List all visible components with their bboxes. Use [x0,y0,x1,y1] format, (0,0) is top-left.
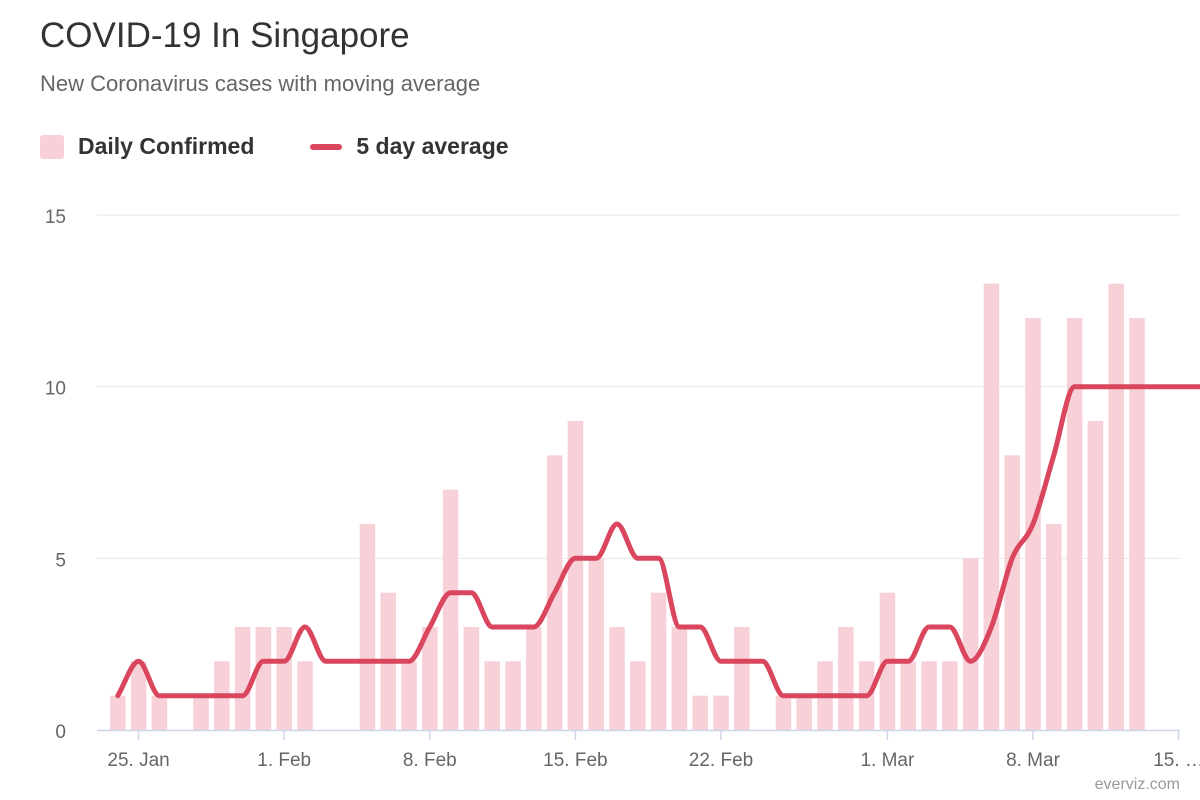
bar-daily-confirmed[interactable] [297,661,313,730]
x-tick-label: 15. Feb [543,750,607,771]
bar-daily-confirmed[interactable] [734,627,750,730]
legend-label-5-day-average: 5 day average [356,133,509,159]
bar-daily-confirmed[interactable] [463,627,480,730]
x-tick-label: 22. Feb [689,750,753,771]
legend: Daily Confirmed 5 day average [40,133,565,160]
bar-daily-confirmed[interactable] [193,695,209,730]
bar-daily-confirmed[interactable] [442,489,459,730]
y-tick-label: 15 [45,207,66,228]
bar-daily-confirmed[interactable] [151,695,168,730]
bar-daily-confirmed[interactable] [505,661,521,730]
x-tick-label: 8. Feb [403,750,457,771]
bar-daily-confirmed[interactable] [692,695,708,730]
bar-daily-confirmed[interactable] [650,592,667,730]
y-tick-label: 10 [45,379,66,400]
x-tick-label: 1. Mar [860,750,915,771]
x-tick-label: 8. Mar [1006,750,1061,771]
bar-daily-confirmed[interactable] [1046,524,1062,730]
legend-swatch-line [310,143,343,150]
bar-daily-confirmed[interactable] [526,627,542,730]
legend-label-daily-confirmed: Daily Confirmed [78,133,255,159]
legend-swatch-bar [40,134,64,159]
bar-daily-confirmed[interactable] [484,661,500,730]
bar-daily-confirmed[interactable] [671,627,688,730]
bar-daily-confirmed[interactable] [900,661,916,730]
credit-link[interactable]: everviz.com [1094,776,1180,793]
bar-daily-confirmed[interactable] [130,661,147,730]
bar-daily-confirmed[interactable] [983,283,1000,730]
x-tick-label: 25. Jan [107,750,169,771]
bar-daily-confirmed[interactable] [110,695,126,730]
bar-daily-confirmed[interactable] [713,695,729,730]
bar-daily-confirmed[interactable] [422,627,438,730]
y-tick-label: 5 [55,550,66,571]
bar-daily-confirmed[interactable] [942,661,958,730]
bar-daily-confirmed[interactable] [838,627,854,730]
bar-daily-confirmed[interactable] [255,627,272,730]
bar-daily-confirmed[interactable] [401,661,417,730]
bar-daily-confirmed[interactable] [1066,318,1083,730]
bar-daily-confirmed[interactable] [1004,455,1020,730]
bar-daily-confirmed[interactable] [962,558,979,730]
bar-daily-confirmed[interactable] [1087,421,1104,730]
chart-title: COVID-19 In Singapore [40,16,410,55]
bar-daily-confirmed[interactable] [630,661,646,730]
bar-daily-confirmed[interactable] [276,627,292,730]
bar-daily-confirmed[interactable] [796,695,812,730]
bar-daily-confirmed[interactable] [609,627,625,730]
legend-item-daily-confirmed[interactable]: Daily Confirmed [40,133,254,160]
chart-subtitle: New Coronavirus cases with moving averag… [40,71,481,96]
x-tick-label: 1. Feb [257,750,311,771]
bar-daily-confirmed[interactable] [359,524,376,730]
bar-daily-confirmed[interactable] [588,558,604,730]
line-5-day-average[interactable] [115,384,1200,699]
bar-daily-confirmed[interactable] [234,627,251,730]
bar-daily-confirmed[interactable] [567,421,584,730]
bar-daily-confirmed[interactable] [1129,318,1145,730]
y-tick-label: 0 [55,722,66,743]
x-tick-label: 15. … [1153,750,1200,771]
bar-daily-confirmed[interactable] [775,695,792,730]
bar-daily-confirmed[interactable] [1108,283,1124,730]
legend-item-5-day-average[interactable]: 5 day average [310,133,509,160]
bar-daily-confirmed[interactable] [921,661,937,730]
